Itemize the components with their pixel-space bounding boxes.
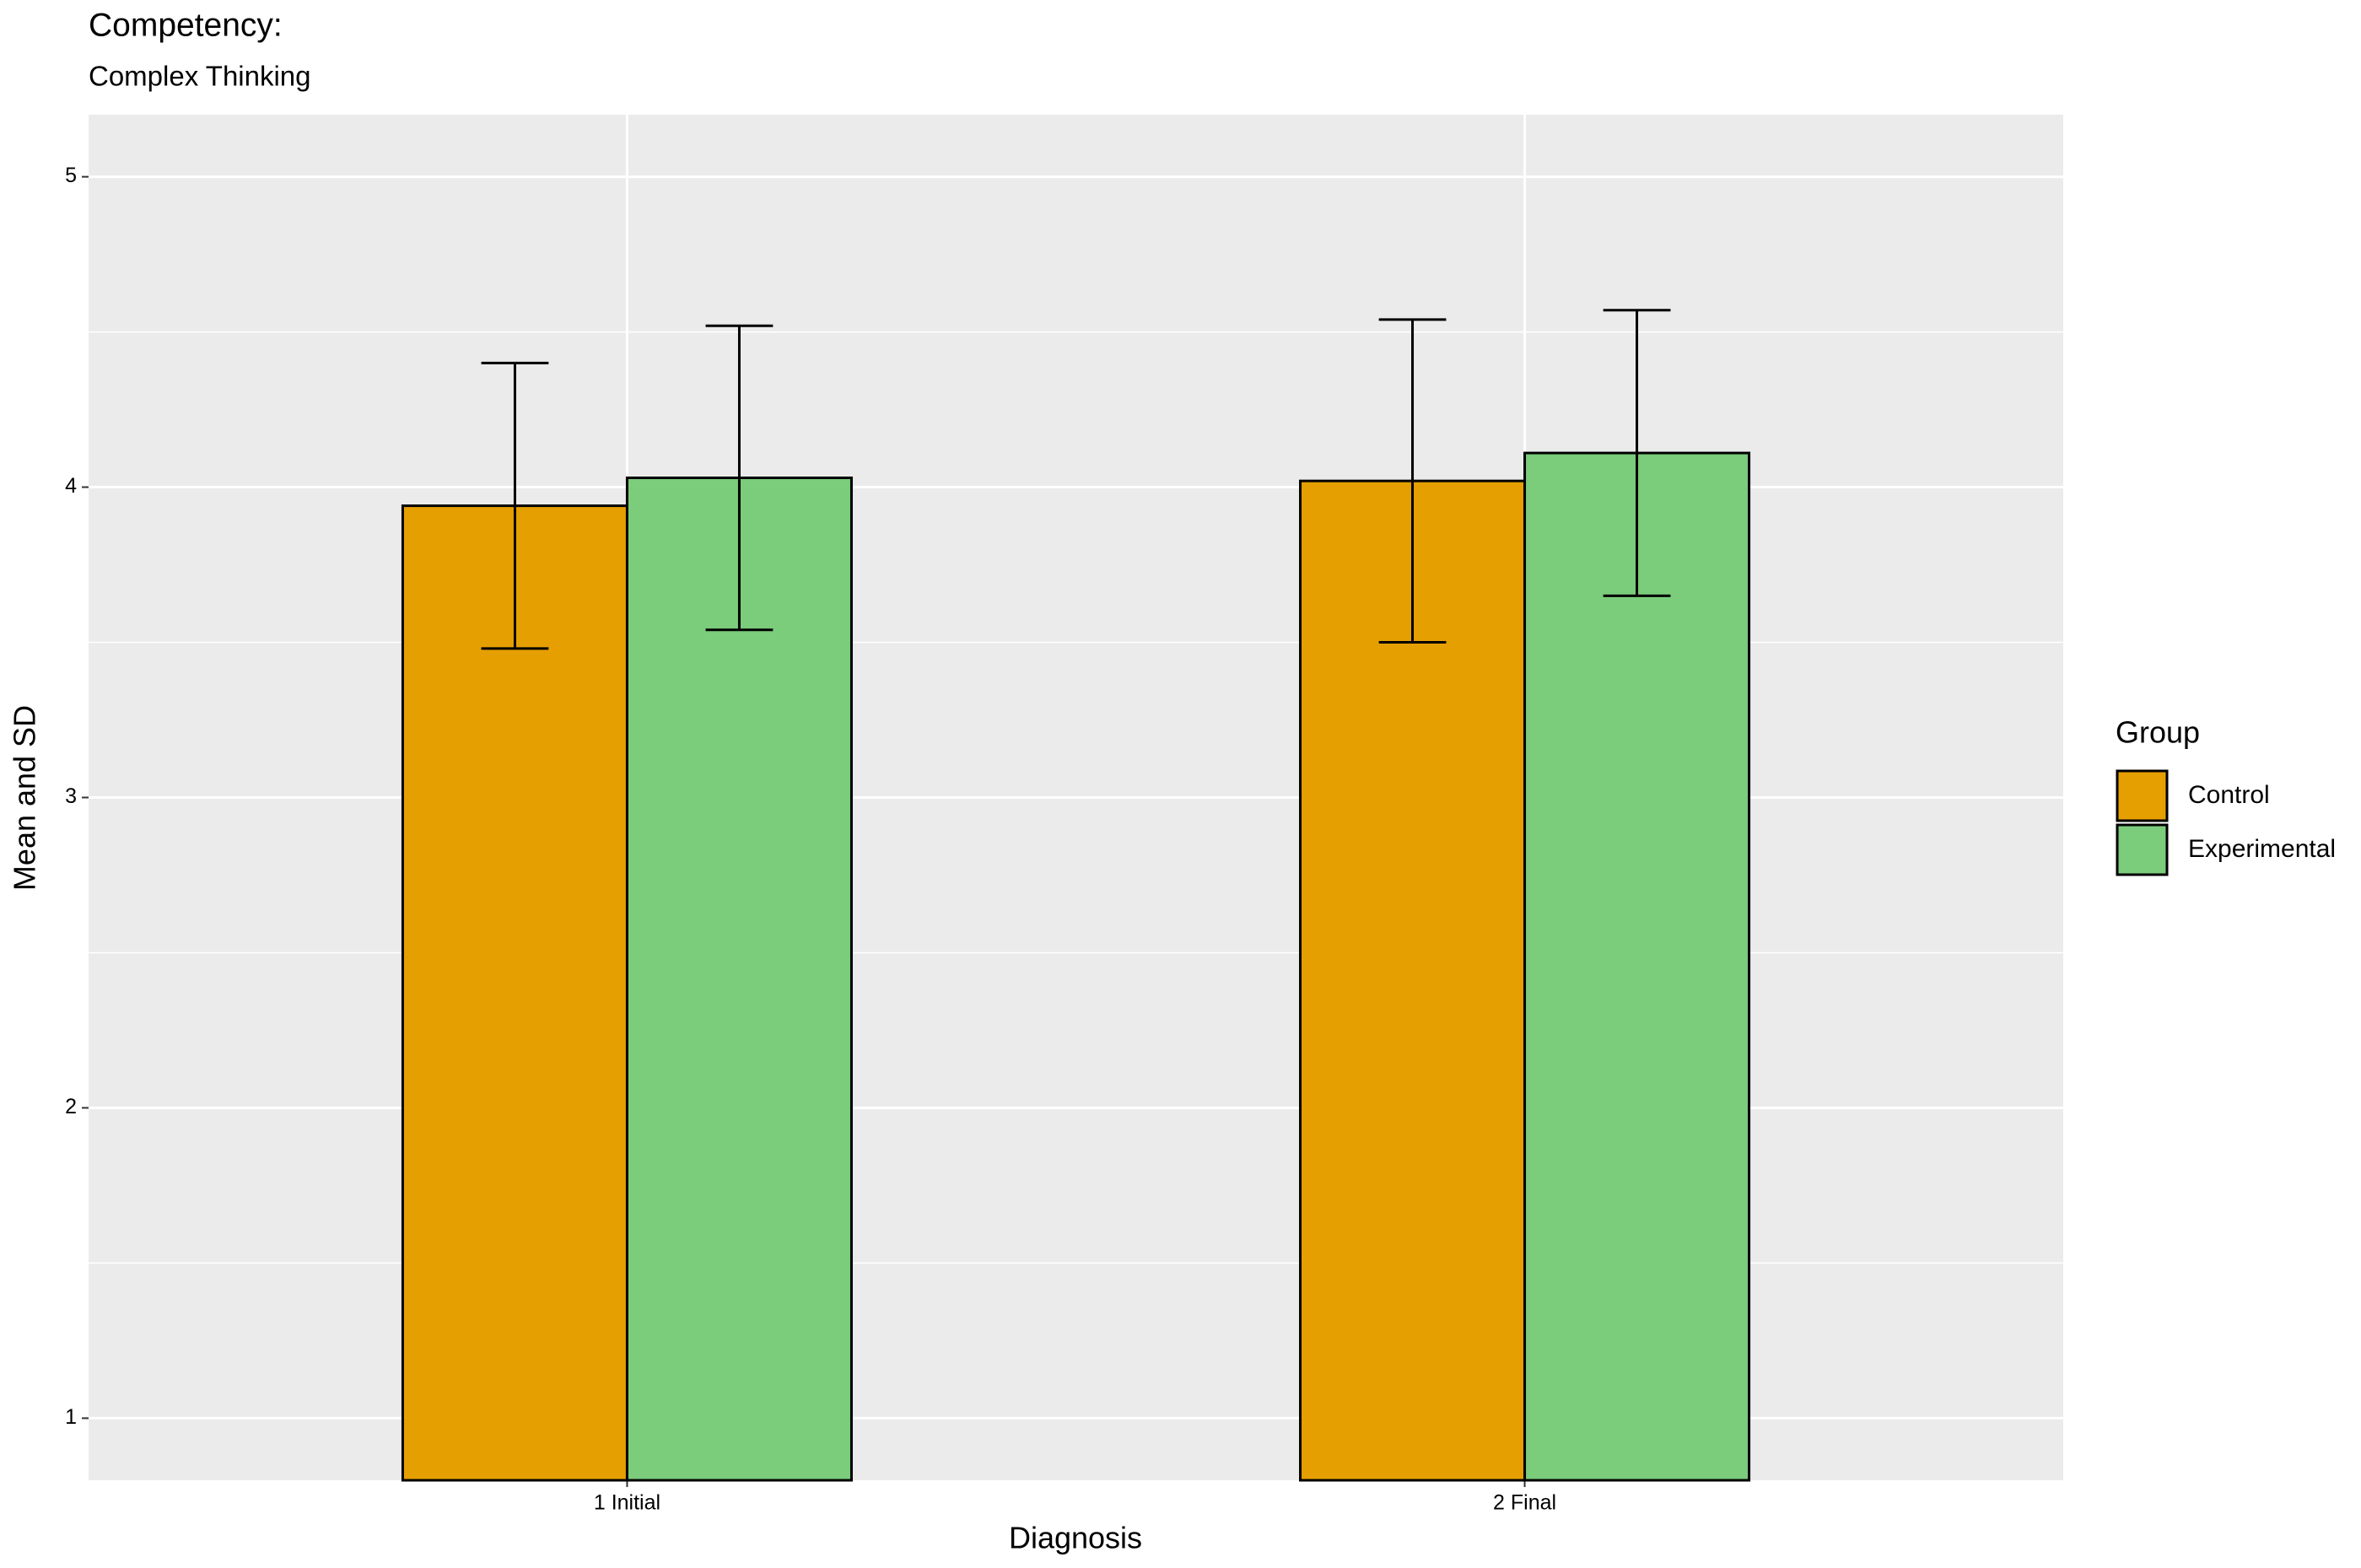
- bar: [625, 477, 853, 1482]
- y-tick-label: 4: [65, 474, 77, 498]
- y-tick-label: 3: [65, 784, 77, 808]
- legend-key: [2116, 769, 2169, 822]
- x-tick-label: 2 Final: [1493, 1491, 1556, 1515]
- legend-label: Experimental: [2188, 835, 2336, 863]
- legend-label: Control: [2188, 781, 2270, 809]
- y-tick-label: 1: [65, 1405, 77, 1429]
- legend-title: Group: [2116, 715, 2200, 750]
- y-tick-label: 5: [65, 164, 77, 187]
- x-axis-label: Diagnosis: [1009, 1521, 1142, 1555]
- bar: [1523, 451, 1751, 1482]
- y-axis-label: Mean and SD: [8, 705, 42, 891]
- chart-subtitle: Complex Thinking: [89, 61, 311, 92]
- chart-title: Competency:: [89, 7, 283, 43]
- legend-key: [2116, 823, 2169, 876]
- y-tick-label: 2: [65, 1095, 77, 1118]
- x-tick-label: 1 Initial: [594, 1491, 660, 1515]
- bar: [401, 504, 628, 1482]
